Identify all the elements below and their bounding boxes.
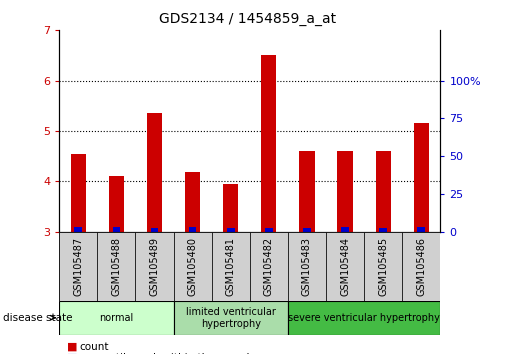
Bar [341, 227, 349, 232]
Bar [71, 154, 86, 232]
Bar [402, 232, 440, 301]
Text: GDS2134 / 1454859_a_at: GDS2134 / 1454859_a_at [159, 12, 336, 27]
Bar [75, 227, 82, 232]
Text: GSM105481: GSM105481 [226, 237, 236, 296]
Bar [414, 124, 429, 232]
Text: GSM105484: GSM105484 [340, 237, 350, 296]
Text: GSM105485: GSM105485 [378, 237, 388, 296]
Bar [265, 228, 272, 232]
Bar [59, 301, 174, 335]
Bar [261, 55, 277, 232]
Bar [151, 228, 158, 232]
Bar [189, 227, 196, 232]
Bar [113, 227, 120, 232]
Text: limited ventricular
hypertrophy: limited ventricular hypertrophy [186, 307, 276, 329]
Text: GSM105482: GSM105482 [264, 237, 274, 296]
Text: GSM105480: GSM105480 [187, 237, 198, 296]
Bar [288, 301, 440, 335]
Text: count: count [80, 342, 109, 352]
Text: ■: ■ [67, 342, 77, 352]
Bar [227, 228, 234, 232]
Bar [250, 232, 288, 301]
Bar [174, 301, 288, 335]
Bar [375, 151, 391, 232]
Bar [135, 232, 174, 301]
Bar [174, 232, 212, 301]
Bar [288, 232, 326, 301]
Bar [147, 113, 162, 232]
Bar [364, 232, 402, 301]
Text: normal: normal [99, 313, 133, 323]
Bar [212, 232, 250, 301]
Bar [337, 151, 353, 232]
Bar [185, 172, 200, 232]
Text: GSM105487: GSM105487 [73, 237, 83, 296]
Text: percentile rank within the sample: percentile rank within the sample [80, 353, 256, 354]
Bar [97, 232, 135, 301]
Text: GSM105486: GSM105486 [416, 237, 426, 296]
Bar [418, 227, 425, 232]
Bar [303, 228, 311, 232]
Bar [59, 232, 97, 301]
Text: ■: ■ [67, 353, 77, 354]
Bar [326, 232, 364, 301]
Text: GSM105483: GSM105483 [302, 237, 312, 296]
Text: GSM105488: GSM105488 [111, 237, 122, 296]
Bar [380, 228, 387, 232]
Text: severe ventricular hypertrophy: severe ventricular hypertrophy [288, 313, 440, 323]
Text: GSM105489: GSM105489 [149, 237, 160, 296]
Bar [299, 151, 315, 232]
Bar [223, 184, 238, 232]
Bar [109, 176, 124, 232]
Text: disease state: disease state [3, 313, 72, 323]
